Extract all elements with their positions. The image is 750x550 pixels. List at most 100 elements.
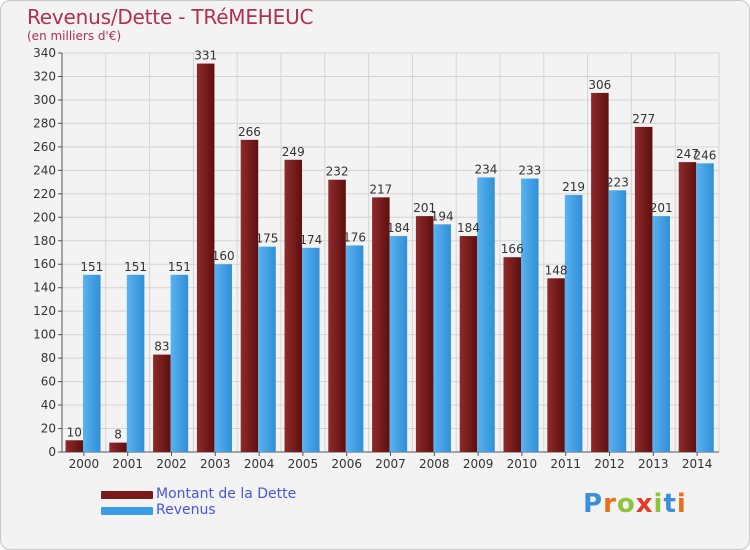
y-tick-label: 100 — [33, 328, 56, 342]
bar-revenue — [433, 224, 451, 452]
data-label: 201 — [413, 201, 436, 215]
data-label: 223 — [606, 175, 629, 189]
data-label: 331 — [194, 49, 217, 63]
logo-letter: t — [663, 489, 677, 519]
data-label: 246 — [694, 148, 717, 162]
x-tick-label: 2010 — [507, 457, 538, 471]
data-label: 277 — [632, 112, 655, 126]
bar-revenue — [126, 274, 145, 452]
y-tick-label: 220 — [33, 187, 56, 201]
y-tick-label: 320 — [33, 69, 56, 83]
bar-revenue — [389, 236, 408, 452]
data-label: 83 — [154, 340, 169, 354]
data-label: 247 — [676, 147, 699, 161]
x-axis-ticks: 2000 2001 2002 2003 2004 2005 2006 2007 2008 2009… — [69, 452, 713, 471]
data-label: 176 — [343, 230, 366, 244]
y-tick-label: 240 — [33, 163, 56, 177]
chart-subtitle: (en milliers d'€) — [27, 29, 122, 43]
bar-debt — [415, 216, 434, 452]
data-label: 8 — [114, 428, 122, 442]
x-tick-label: 2007 — [375, 457, 406, 471]
data-label: 184 — [387, 221, 410, 235]
x-tick-label: 2002 — [156, 457, 187, 471]
bar-revenue — [696, 163, 714, 452]
x-tick-label: 2001 — [112, 457, 143, 471]
data-label: 232 — [326, 165, 349, 179]
bar-revenue — [258, 246, 276, 452]
data-label: 10 — [67, 425, 82, 439]
logo-letter: r — [603, 489, 617, 519]
bar-debt — [591, 92, 609, 453]
bar-revenue — [345, 245, 364, 452]
legend-item-revenue: Revenus — [101, 502, 401, 519]
x-tick-label: 2013 — [638, 457, 669, 471]
bar-debt — [109, 442, 127, 452]
legend-swatch-debt — [101, 491, 153, 499]
bar-debt — [153, 354, 171, 452]
bar-revenue — [564, 194, 583, 452]
y-tick-label: 180 — [33, 234, 56, 248]
y-tick-label: 200 — [33, 210, 56, 224]
bar-debt — [634, 126, 653, 453]
bar-revenue — [477, 177, 495, 453]
legend-label-debt: Montant de la Dette — [156, 486, 297, 502]
x-tick-label: 2008 — [419, 457, 450, 471]
bar-revenue — [302, 247, 320, 452]
data-label: 151 — [168, 260, 191, 274]
data-label: 201 — [650, 201, 673, 215]
bar-debt — [65, 440, 84, 452]
y-tick-label: 80 — [41, 351, 56, 365]
data-label: 234 — [475, 162, 498, 176]
bar-debt — [459, 236, 478, 452]
x-tick-label: 2006 — [331, 457, 362, 471]
x-tick-label: 2011 — [550, 457, 581, 471]
bar-debt — [678, 162, 697, 452]
x-tick-label: 2012 — [594, 457, 625, 471]
bar-debt — [503, 257, 522, 452]
y-tick-label: 0 — [48, 445, 56, 459]
data-label: 151 — [80, 260, 103, 274]
proxiti-logo: Proxiti — [583, 489, 687, 519]
y-tick-label: 160 — [33, 257, 56, 271]
bar-revenue — [214, 264, 232, 452]
y-tick-label: 260 — [33, 140, 56, 154]
bar-debt — [372, 197, 390, 452]
x-tick-label: 2004 — [244, 457, 275, 471]
data-label: 175 — [256, 232, 279, 246]
logo-letter: i — [676, 489, 687, 519]
chart-title: Revenus/Dette - TRéMEHEUC — [27, 5, 314, 29]
data-label: 306 — [588, 78, 611, 92]
data-label: 266 — [238, 125, 261, 139]
x-tick-label: 2003 — [200, 457, 231, 471]
bar-revenue — [608, 190, 627, 452]
x-tick-label: 2005 — [288, 457, 319, 471]
data-label: 166 — [501, 242, 524, 256]
x-tick-label: 2000 — [69, 457, 100, 471]
bar-debt — [547, 278, 565, 452]
bar-debt — [284, 159, 303, 452]
y-tick-label: 140 — [33, 281, 56, 295]
bar-series — [65, 63, 714, 453]
logo-letter: P — [583, 489, 604, 519]
bar-revenue — [83, 274, 101, 452]
x-tick-label: 2009 — [463, 457, 494, 471]
data-label: 194 — [431, 209, 454, 223]
y-tick-label: 40 — [41, 398, 56, 412]
data-labels: 10 151 8 151 83 151 331 160 266 175 249 174 232 176 21… — [67, 49, 717, 442]
legend-item-debt: Montant de la Dette — [101, 486, 401, 503]
bar-revenue — [521, 178, 539, 453]
y-tick-label: 340 — [33, 46, 56, 60]
bar-revenue — [652, 216, 670, 452]
logo-letter: o — [616, 489, 636, 519]
data-label: 174 — [299, 233, 322, 247]
legend: Montant de la Dette Revenus — [101, 486, 401, 519]
data-label: 184 — [457, 221, 480, 235]
x-tick-label: 2014 — [682, 457, 713, 471]
y-tick-label: 120 — [33, 304, 56, 318]
bar-debt — [328, 179, 346, 452]
legend-label-revenue: Revenus — [156, 502, 216, 518]
bar-debt — [196, 63, 215, 452]
data-label: 151 — [124, 260, 147, 274]
